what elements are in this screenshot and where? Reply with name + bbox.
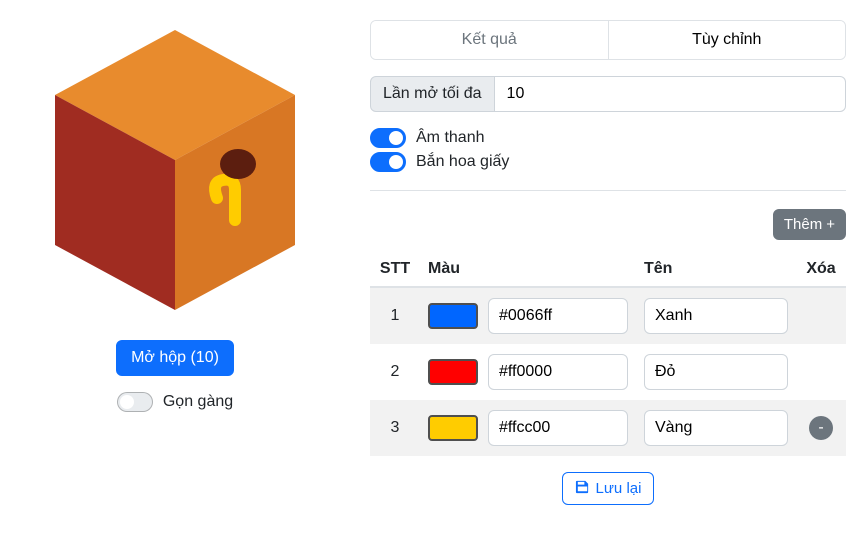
right-panel: Kết quả Tùy chỉnh Lần mở tối đa Âm thanh… bbox=[370, 20, 846, 505]
add-row-button[interactable]: Thêm + bbox=[773, 209, 846, 240]
row-name-cell bbox=[636, 287, 796, 344]
open-box-button[interactable]: Mở hộp (10) bbox=[116, 340, 234, 376]
col-header-ten: Tên bbox=[636, 252, 796, 287]
color-name-input[interactable] bbox=[644, 298, 788, 334]
table-row: 3- bbox=[370, 400, 846, 456]
max-open-input[interactable] bbox=[495, 76, 846, 112]
col-header-mau: Màu bbox=[420, 252, 636, 287]
save-label: Lưu lại bbox=[596, 480, 642, 497]
box-illustration bbox=[30, 20, 320, 320]
max-open-label: Lần mở tối đa bbox=[370, 76, 495, 112]
colors-table: STT Màu Tên Xóa 123- bbox=[370, 252, 846, 456]
row-delete-cell bbox=[796, 344, 846, 400]
col-header-xoa: Xóa bbox=[796, 252, 846, 287]
sound-label: Âm thanh bbox=[416, 129, 484, 147]
left-panel: Mở hộp (10) Gọn gàng bbox=[10, 20, 340, 505]
delete-row-button[interactable]: - bbox=[809, 416, 833, 440]
tab-custom[interactable]: Tùy chỉnh bbox=[608, 21, 846, 59]
add-row-label: Thêm bbox=[784, 216, 822, 233]
tidy-toggle[interactable] bbox=[117, 392, 153, 412]
row-color-cell bbox=[420, 287, 636, 344]
tabs: Kết quả Tùy chỉnh bbox=[370, 20, 846, 60]
row-delete-cell bbox=[796, 287, 846, 344]
color-swatch[interactable] bbox=[428, 359, 478, 385]
color-name-input[interactable] bbox=[644, 354, 788, 390]
max-open-group: Lần mở tối đa bbox=[370, 76, 846, 112]
row-delete-cell: - bbox=[796, 400, 846, 456]
row-name-cell bbox=[636, 344, 796, 400]
table-row: 2 bbox=[370, 344, 846, 400]
sound-toggle[interactable] bbox=[370, 128, 406, 148]
col-header-stt: STT bbox=[370, 252, 420, 287]
row-index: 1 bbox=[370, 287, 420, 344]
save-button[interactable]: Lưu lại bbox=[562, 472, 655, 505]
color-swatch[interactable] bbox=[428, 303, 478, 329]
row-color-cell bbox=[420, 400, 636, 456]
row-index: 2 bbox=[370, 344, 420, 400]
plus-icon: + bbox=[826, 216, 835, 233]
confetti-label: Bắn hoa giấy bbox=[416, 153, 509, 171]
color-hex-input[interactable] bbox=[488, 298, 628, 334]
row-color-cell bbox=[420, 344, 636, 400]
save-icon bbox=[575, 479, 590, 498]
color-hex-input[interactable] bbox=[488, 410, 628, 446]
table-row: 1 bbox=[370, 287, 846, 344]
color-hex-input[interactable] bbox=[488, 354, 628, 390]
confetti-toggle[interactable] bbox=[370, 152, 406, 172]
row-name-cell bbox=[636, 400, 796, 456]
tidy-label: Gọn gàng bbox=[163, 393, 233, 411]
color-swatch[interactable] bbox=[428, 415, 478, 441]
tab-results[interactable]: Kết quả bbox=[371, 21, 608, 59]
color-name-input[interactable] bbox=[644, 410, 788, 446]
row-index: 3 bbox=[370, 400, 420, 456]
